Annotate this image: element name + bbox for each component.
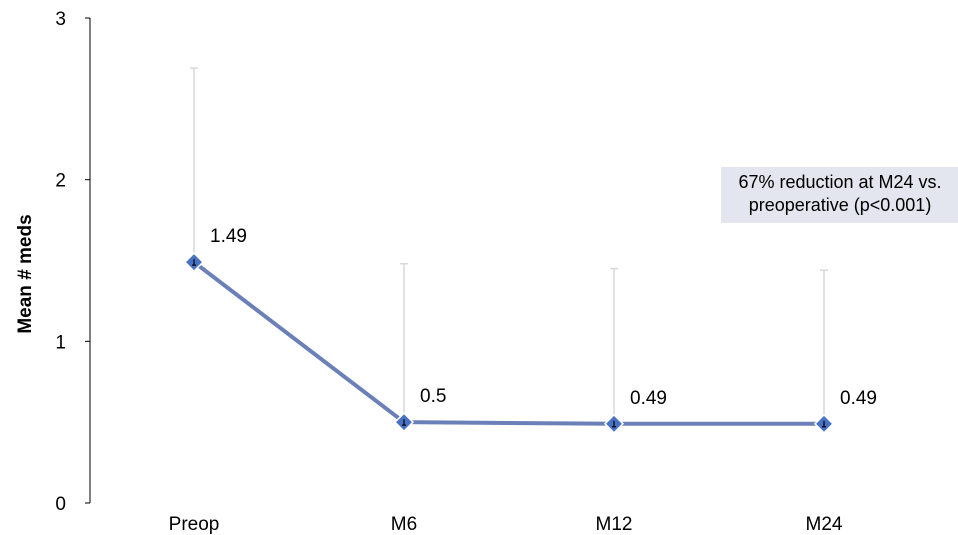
- y-axis-ticks: 0 1 2 3: [55, 9, 90, 515]
- annotation-line-1: 67% reduction at M24 vs.: [738, 172, 942, 192]
- y-axis-label: Mean # meds: [15, 214, 36, 333]
- data-label: 0.49: [840, 388, 877, 409]
- data-markers: [183, 252, 835, 434]
- series-line: [192, 260, 824, 426]
- y-tick-label: 0: [55, 494, 66, 515]
- y-tick-label: 1: [55, 332, 66, 353]
- annotation-line-2: preoperative (p<0.001): [748, 195, 932, 215]
- x-tick-label: M24: [806, 514, 843, 535]
- data-label: 1.49: [210, 226, 247, 247]
- annotation-box: 67% reduction at M24 vs. preoperative (p…: [721, 167, 958, 223]
- x-tick-label: M12: [596, 514, 633, 535]
- y-tick-label: 2: [55, 171, 66, 192]
- data-label: 0.49: [630, 388, 667, 409]
- x-axis-ticks: Preop M6 M12 M24: [169, 514, 843, 535]
- x-tick-label: M6: [391, 514, 417, 535]
- x-tick-label: Preop: [169, 514, 220, 535]
- data-labels: 1.49 0.5 0.49 0.49: [210, 226, 877, 409]
- y-tick-label: 3: [55, 9, 66, 30]
- error-bars: [190, 67, 828, 424]
- data-label: 0.5: [420, 386, 446, 407]
